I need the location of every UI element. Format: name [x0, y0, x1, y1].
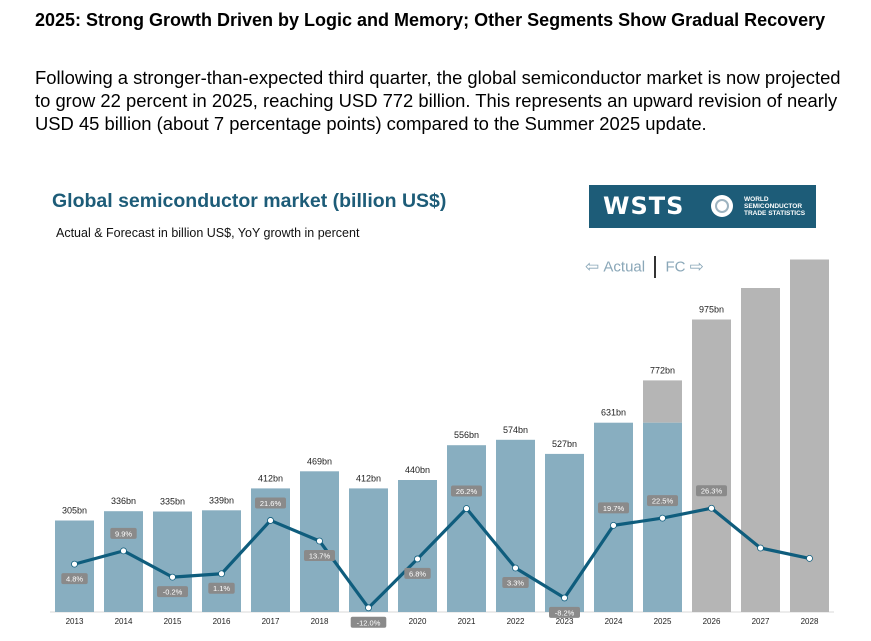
growth-label-2023: -8.2% [555, 608, 575, 617]
tick-label-2015: 2015 [164, 617, 182, 626]
growth-label-2015: -0.2% [163, 588, 183, 597]
forecast-label: FC [665, 258, 686, 276]
growth-label-2019: -12.0% [357, 618, 381, 627]
tick-label-2024: 2024 [605, 617, 623, 626]
tick-label-2023: 2023 [556, 617, 574, 626]
tick-label-2014: 2014 [115, 617, 133, 626]
tick-label-2028: 2028 [801, 617, 819, 626]
growth-label-2014: 9.9% [115, 529, 132, 538]
growth-label-box-2017 [255, 497, 286, 509]
growth-point-2027 [757, 544, 764, 552]
tick-label-2020: 2020 [409, 617, 427, 626]
bar-2026 [692, 319, 731, 612]
growth-label-box-2025 [647, 495, 678, 507]
growth-point-2014 [120, 547, 127, 555]
growth-label-box-2022 [502, 577, 529, 589]
bar-2021 [447, 445, 486, 612]
tick-label-2025: 2025 [654, 617, 672, 626]
value-label-2022: 574bn [503, 425, 528, 435]
growth-label-2024: 19.7% [603, 504, 625, 513]
actual-label: Actual [603, 258, 646, 276]
value-label-2021: 556bn [454, 430, 479, 440]
globe-icon [711, 195, 733, 217]
value-label-2019: 412bn [356, 473, 381, 483]
chart-subtitle: Actual & Forecast in billion US$, YoY gr… [56, 226, 360, 240]
value-label-2014: 336bn [111, 496, 136, 506]
bar-2023 [545, 453, 584, 612]
value-label-2025: 772bn [650, 365, 675, 375]
page-heading: 2025: Strong Growth Driven by Logic and … [35, 10, 826, 30]
growth-label-2020: 6.8% [409, 569, 426, 578]
intro-paragraph: Following a stronger-than-expected third… [35, 67, 841, 134]
value-label-2013: 305bn [62, 506, 87, 516]
growth-point-2013 [71, 560, 78, 568]
tick-label-2013: 2013 [66, 617, 84, 626]
growth-label-2017: 21.6% [260, 499, 282, 508]
value-label-2023: 527bn [552, 439, 577, 449]
tick-label-2021: 2021 [458, 617, 476, 626]
growth-label-box-2016 [208, 582, 235, 594]
value-label-2020: 440bn [405, 465, 430, 475]
growth-label-2018: 13.7% [309, 551, 331, 560]
growth-point-2019 [365, 604, 372, 612]
growth-label-box-2021 [451, 485, 482, 497]
wsts-logo-mark: WSTS [603, 192, 685, 220]
wsts-logo-text: WORLD SEMICONDUCTOR TRADE STATISTICS [744, 196, 806, 217]
growth-point-2016 [218, 570, 225, 578]
growth-point-2028 [806, 555, 813, 562]
value-label-2024: 631bn [601, 408, 626, 418]
growth-label-box-2023 [549, 606, 580, 618]
value-label-2026: 975bn [699, 305, 724, 315]
tick-label-2026: 2026 [703, 617, 721, 626]
right-arrow-icon: ⇨ [689, 257, 704, 276]
wsts-logo: WSTS WORLD SEMICONDUCTOR TRADE STATISTIC… [589, 185, 816, 228]
tick-label-2017: 2017 [262, 617, 280, 626]
tick-label-2022: 2022 [507, 617, 525, 626]
growth-point-2023 [561, 594, 568, 602]
growth-point-2021 [463, 505, 470, 512]
value-label-2016: 339bn [209, 495, 234, 505]
growth-label-2026: 26.3% [701, 487, 723, 496]
growth-label-box-2024 [598, 502, 629, 514]
growth-point-2022 [512, 564, 519, 572]
growth-label-box-2015 [157, 586, 188, 598]
bar-2027 [741, 288, 780, 612]
value-label-2015: 335bn [160, 497, 185, 507]
bar-forecast-part-2025 [643, 380, 682, 423]
bar-2028 [790, 259, 829, 612]
growth-point-2025 [659, 514, 666, 522]
growth-point-2026 [708, 504, 715, 512]
growth-label-2013: 4.8% [66, 575, 83, 584]
left-arrow-icon: ⇦ [585, 257, 600, 276]
value-label-2018: 469bn [307, 456, 332, 466]
value-label-2017: 412bn [258, 473, 283, 483]
growth-label-box-2013 [61, 573, 88, 585]
bar-2014 [104, 511, 143, 612]
tick-label-2027: 2027 [752, 617, 770, 626]
tick-label-2018: 2018 [311, 617, 329, 626]
bar-2024 [594, 422, 633, 612]
growth-label-box-2014 [110, 527, 137, 539]
growth-point-2015 [169, 573, 176, 581]
growth-point-2020 [414, 555, 421, 563]
growth-label-box-2026 [696, 485, 727, 497]
growth-line [74, 506, 810, 610]
growth-point-2017 [267, 517, 274, 524]
tick-label-2016: 2016 [213, 617, 231, 626]
growth-label-2016: 1.1% [213, 584, 230, 593]
growth-label-2021: 26.2% [456, 487, 478, 496]
bar-2017 [251, 488, 290, 612]
growth-label-2022: 3.3% [507, 579, 524, 588]
growth-label-2025: 22.5% [652, 497, 674, 506]
growth-point-2024 [610, 521, 617, 529]
growth-point-2018 [316, 537, 323, 545]
actual-forecast-legend: ⇦ Actual FC ⇨ [585, 256, 704, 280]
growth-label-box-2018 [304, 549, 335, 561]
legend-divider [654, 256, 657, 278]
chart-title: Global semiconductor market (billion US$… [52, 190, 447, 212]
growth-label-box-2020 [404, 567, 431, 579]
growth-label-box-2019 [350, 616, 387, 628]
